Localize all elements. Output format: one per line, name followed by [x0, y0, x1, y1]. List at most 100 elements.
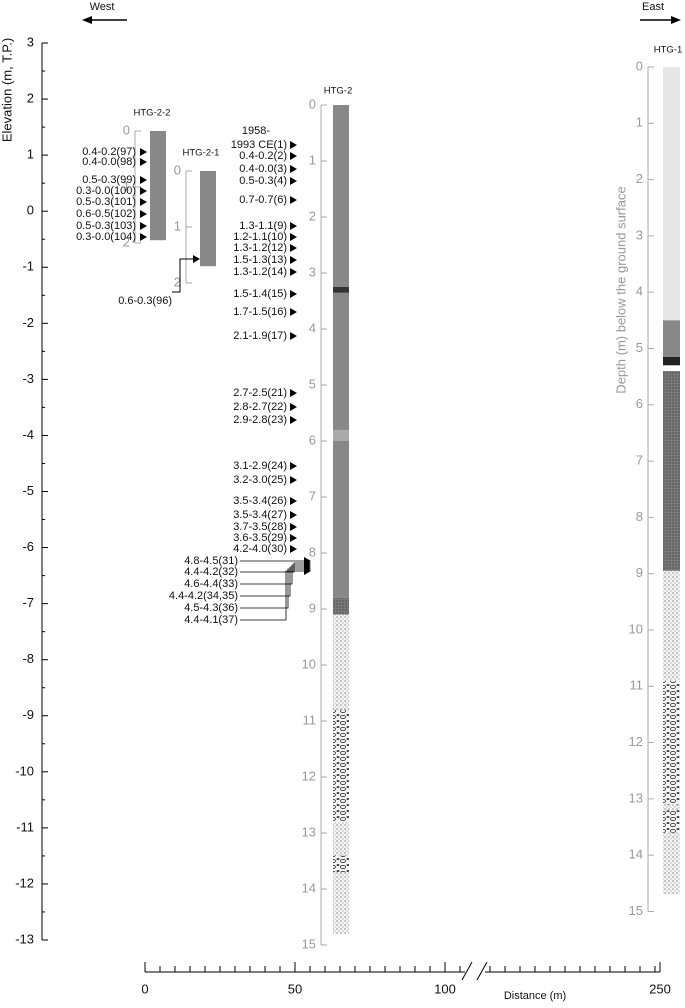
sample-marker — [290, 332, 297, 340]
depth-tick-label: 6 — [309, 432, 316, 447]
sample-label: 1.7-1.5(16) — [233, 306, 287, 318]
sample-label: 0.4-0.2(97) — [82, 146, 136, 158]
sample-marker — [290, 308, 297, 316]
elevation-tick-label: 0 — [27, 203, 34, 218]
core-layer — [663, 570, 680, 681]
sample-marker — [140, 187, 147, 195]
sample-marker — [290, 177, 297, 185]
sample-label: 2.7-2.5(21) — [233, 387, 287, 399]
sample-marker — [140, 158, 147, 166]
depth-tick-label: 6 — [636, 396, 643, 411]
elevation-tick-label: -8 — [22, 651, 34, 666]
sample-label: 1993 CE(1) — [231, 139, 287, 151]
core-layer — [200, 171, 216, 267]
sample-marker — [193, 255, 200, 263]
depth-tick-label: 2 — [123, 234, 130, 249]
sample-label: 4.4-4.2(34,35) — [169, 590, 238, 602]
sample-label: 3.5-3.4(26) — [233, 495, 287, 507]
depth-tick-label: 2 — [174, 274, 181, 289]
sample-marker — [290, 416, 297, 424]
core-layer — [333, 821, 349, 934]
sample-label: 3.1-2.9(24) — [233, 460, 287, 472]
sample-marker — [290, 290, 297, 298]
core-layer — [663, 67, 680, 321]
sample-label: 3.5-3.4(27) — [233, 509, 287, 521]
sample-label: 4.8-4.5(31) — [184, 555, 238, 567]
depth-tick-label: 4 — [309, 320, 316, 335]
sample-label: 0.4-0.0(3) — [239, 163, 287, 175]
sample-marker — [290, 462, 297, 470]
sample-label: 0.3-0.0(104) — [76, 231, 136, 243]
core-layer — [333, 597, 349, 615]
depth-tick-label: 13 — [302, 824, 316, 839]
depth-axis-label: Depth (m) below the ground surface — [613, 186, 628, 393]
sample-label: 1.3-1.1(9) — [239, 220, 287, 232]
elevation-tick-label: -5 — [22, 483, 34, 498]
sample-label: 0.5-0.3(103) — [76, 220, 136, 232]
sample-label: 1.2-1.1(10) — [233, 231, 287, 243]
sample-marker — [290, 476, 297, 484]
sample-marker — [140, 176, 147, 184]
core-layer — [333, 287, 349, 293]
elevation-tick-label: -3 — [22, 371, 34, 386]
elevation-axis-label: Elevation (m, T.P.) — [0, 38, 14, 142]
core-layer — [333, 709, 349, 822]
distance-tick-label: 0 — [141, 981, 148, 996]
core-name: HTG-2-1 — [183, 148, 220, 159]
depth-tick-label: 2 — [636, 171, 643, 186]
sample-marker — [140, 198, 147, 206]
sample-marker — [290, 152, 297, 160]
sample-label: 0.4-0.2(2) — [239, 150, 287, 162]
axis-break — [461, 961, 488, 981]
depth-tick-label: 1 — [309, 152, 316, 167]
core-layer — [333, 614, 349, 710]
elevation-tick-label: 1 — [27, 147, 34, 162]
leader-line — [172, 258, 193, 293]
sample-label: 0.5-0.3(101) — [76, 196, 136, 208]
depth-tick-label: 15 — [629, 903, 643, 918]
core-layer — [663, 455, 680, 571]
core-layer — [333, 105, 349, 598]
sample-marker — [290, 165, 297, 173]
sample-marker — [140, 148, 147, 156]
sample-label: 1.5-1.4(15) — [233, 288, 287, 300]
sample-marker — [290, 545, 297, 553]
depth-tick-label: 0 — [123, 122, 130, 137]
elevation-tick-label: -11 — [16, 819, 34, 834]
sample-marker — [290, 256, 297, 264]
depth-tick-label: 7 — [636, 453, 643, 468]
core-name: HTG-2 — [324, 86, 353, 97]
sample-label: 4.4-4.2(32) — [184, 566, 238, 578]
depth-tick-label: 9 — [636, 565, 643, 580]
sample-marker — [290, 196, 297, 204]
leader-line — [240, 562, 304, 573]
sample-label: 0.4-0.0(98) — [82, 156, 136, 168]
sample-marker — [290, 523, 297, 531]
sample-label: 4.4-4.1(37) — [184, 614, 238, 626]
depth-tick-label: 1 — [123, 178, 130, 193]
core-layer — [663, 320, 680, 357]
depth-tick-label: 11 — [630, 678, 644, 693]
depth-tick-label: 10 — [302, 656, 316, 671]
sample-label: 1958- — [242, 125, 270, 137]
sample-marker — [140, 233, 147, 241]
depth-tick-label: 11 — [303, 712, 317, 727]
distance-tick-label: 250 — [649, 981, 671, 996]
core-layer — [663, 365, 680, 372]
elevation-tick-label: -6 — [22, 539, 34, 554]
core-layer — [150, 131, 166, 241]
depth-tick-label: 10 — [629, 621, 643, 636]
core-layer — [663, 680, 680, 805]
depth-tick-label: 0 — [636, 58, 643, 73]
sample-marker — [290, 141, 297, 149]
core-name: HTG-1 — [654, 45, 683, 56]
sample-label: 0.5-0.3(99) — [82, 174, 136, 186]
elevation-tick-label: -13 — [15, 931, 34, 946]
depth-tick-label: 4 — [636, 284, 643, 299]
west-arrow-head — [82, 16, 92, 24]
depth-tick-label: 13 — [629, 790, 643, 805]
sample-label: 4.6-4.4(33) — [184, 578, 238, 590]
core-layer — [663, 356, 680, 366]
sample-label: 1.3-1.2(12) — [233, 242, 287, 254]
depth-tick-label: 0 — [174, 162, 181, 177]
